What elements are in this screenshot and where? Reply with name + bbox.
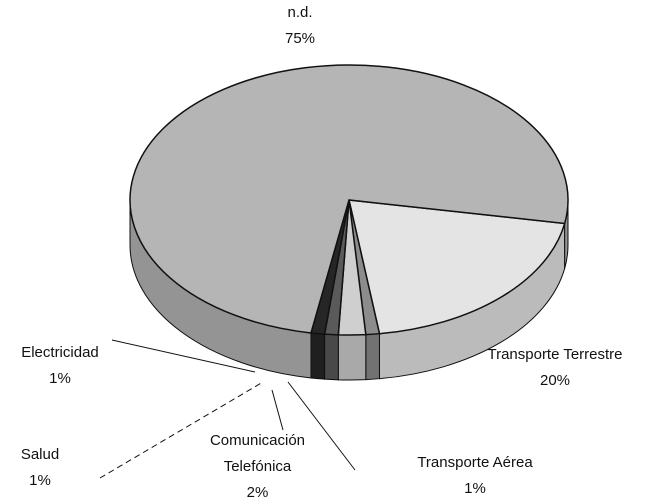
value-label: 20% xyxy=(539,372,571,389)
category-label: Transporte Aérea xyxy=(417,454,533,471)
value-label: 1% xyxy=(29,472,51,489)
pie-side-shade xyxy=(324,334,339,380)
leader-line xyxy=(111,339,256,373)
label: Transporte Terrestre 20% xyxy=(455,342,655,394)
pie-side-shade xyxy=(379,223,565,379)
value-label: 1% xyxy=(49,370,71,387)
pie-side-shade xyxy=(564,200,568,269)
leader-line xyxy=(99,381,264,479)
leader-line xyxy=(287,381,356,471)
pie-side-shade xyxy=(365,333,380,380)
leader-line xyxy=(271,389,284,431)
category-label: Comunicación Telefónica xyxy=(209,432,306,475)
category-label: Salud xyxy=(20,446,60,463)
label: n.d. 75% xyxy=(250,0,350,52)
label: Salud 1% xyxy=(0,442,80,494)
pie-slice xyxy=(348,199,566,335)
label: Comunicación Telefónica 2% xyxy=(195,428,320,503)
value-label: 1% xyxy=(464,480,486,497)
pie-slice xyxy=(129,64,569,334)
leader-lines xyxy=(99,339,356,479)
category-label: Electricidad xyxy=(21,344,99,361)
pie-side-shade xyxy=(130,200,311,378)
pie-side-shade xyxy=(310,332,325,380)
pie-side-shade xyxy=(338,334,366,380)
value-label: 2% xyxy=(246,484,269,501)
category-label: Transporte Terrestre xyxy=(487,346,623,363)
label: Transporte Aérea 1% xyxy=(400,450,550,502)
category-label: n.d. xyxy=(287,4,313,21)
pie xyxy=(129,64,569,381)
label: Electricidad 1% xyxy=(5,340,115,392)
value-label: 75% xyxy=(284,30,316,47)
